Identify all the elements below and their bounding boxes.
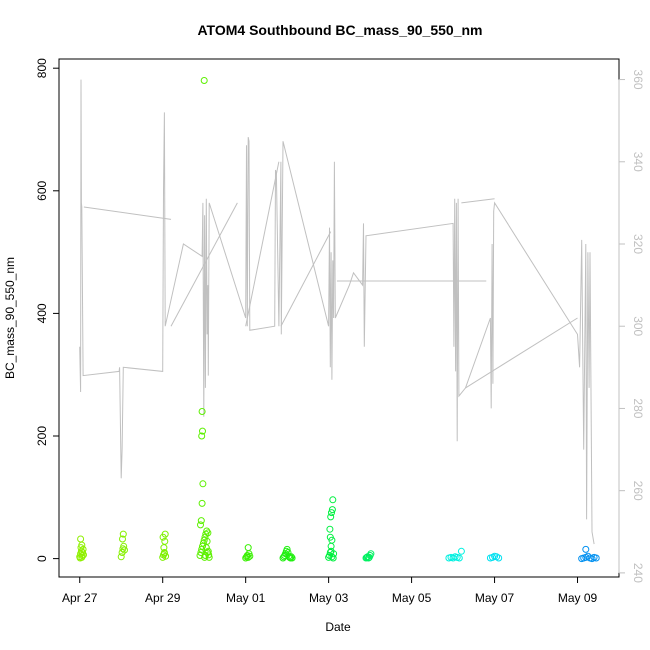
x-tick-label: May 01 (226, 591, 266, 605)
data-point (326, 533, 334, 541)
data-point (197, 517, 205, 525)
data-point (582, 545, 590, 553)
data-point (200, 77, 208, 84)
data-point (161, 537, 169, 545)
data-point (455, 554, 463, 562)
data-point (495, 554, 503, 562)
data-point (457, 547, 465, 555)
data-point (328, 509, 335, 517)
right-tick-label: 320 (631, 234, 645, 254)
data-point (77, 535, 85, 543)
x-tick-label: May 07 (475, 591, 515, 605)
data-point (283, 545, 291, 553)
data-point (121, 546, 128, 554)
data-point (326, 525, 334, 533)
data-point (119, 530, 127, 538)
data-point (198, 432, 206, 440)
data-point (199, 542, 206, 550)
data-point (592, 554, 600, 562)
data-point (246, 552, 254, 560)
line-segment (245, 161, 280, 327)
data-point (198, 408, 206, 415)
data-point (203, 537, 211, 545)
x-tick-label: May 05 (392, 591, 432, 605)
x-tick-label: May 09 (558, 591, 598, 605)
data-point (205, 551, 213, 559)
data-point (327, 513, 335, 521)
data-point (162, 552, 170, 560)
right-tick-label: 340 (631, 152, 645, 172)
right-tick-label: 260 (631, 481, 645, 501)
right-tick-label: 240 (631, 563, 645, 583)
data-point (284, 549, 292, 556)
line-segment (280, 231, 332, 327)
scatter-points (76, 77, 600, 563)
y-tick-label: 800 (35, 58, 49, 78)
data-point (199, 427, 206, 435)
data-point (328, 506, 336, 514)
line-segment (461, 198, 495, 204)
data-point (199, 480, 207, 488)
line-segment (465, 317, 578, 389)
data-point (288, 554, 296, 562)
data-point (367, 550, 375, 558)
data-point (198, 499, 206, 507)
y-axis: 0 200 400 600 800 (35, 58, 60, 562)
y-tick-label: 200 (35, 426, 49, 446)
x-tick-label: Apr 29 (145, 591, 181, 605)
x-axis-label: Date (325, 620, 351, 634)
data-point (197, 521, 204, 529)
line-segment (170, 202, 238, 327)
data-point (198, 545, 206, 553)
x-tick-label: Apr 27 (62, 591, 98, 605)
chart-title: ATOM4 Southbound BC_mass_90_550_nm (197, 22, 482, 38)
data-point (329, 496, 337, 504)
right-tick-label: 280 (631, 398, 645, 418)
y-axis-label: BC_mass_90_550_nm (3, 257, 17, 379)
right-tick-label: 360 (631, 70, 645, 90)
line-path (79, 79, 595, 545)
data-point (203, 527, 211, 535)
data-point (78, 541, 86, 549)
data-point (244, 544, 252, 552)
data-point (330, 550, 338, 558)
x-tick-label: May 03 (309, 591, 349, 605)
right-tick-label: 300 (631, 316, 645, 336)
data-point (244, 553, 252, 561)
data-point (120, 542, 128, 550)
data-point (80, 551, 87, 559)
data-point (196, 552, 204, 559)
plot-frame (58, 58, 620, 578)
data-point (119, 535, 126, 543)
data-point (287, 553, 295, 561)
y-tick-label: 400 (35, 303, 49, 323)
x-axis: Apr 27 Apr 29 May 01 May 03 May 05 May 07 May … (62, 576, 598, 605)
line-segment (83, 206, 172, 220)
data-point (117, 553, 125, 561)
line-series (79, 79, 595, 545)
data-point (205, 553, 213, 561)
y-tick-label: 0 (35, 555, 49, 562)
data-point (161, 530, 169, 538)
data-point (204, 529, 212, 537)
y-tick-label: 600 (35, 180, 49, 200)
data-point (329, 554, 337, 562)
right-axis: 240 260 280 300 320 340 360 (618, 70, 645, 583)
